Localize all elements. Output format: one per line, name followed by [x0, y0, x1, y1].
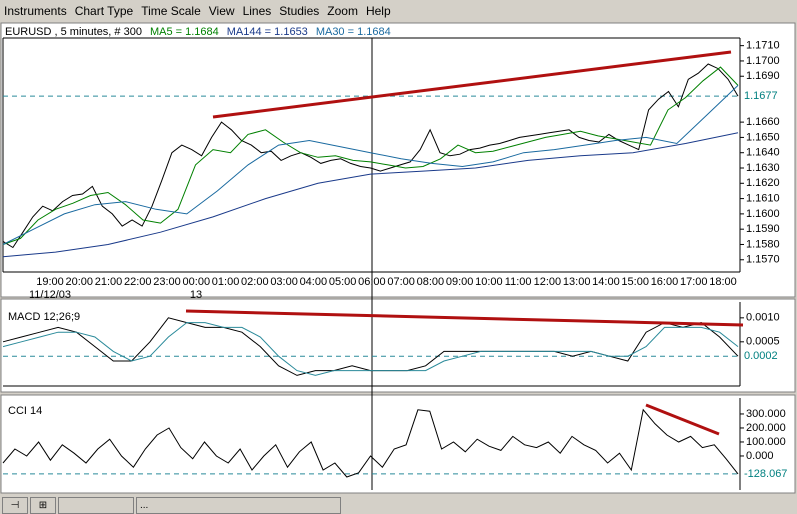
y-tick-label: 300.000	[746, 408, 786, 420]
y-tick-label: 1.1700	[746, 55, 780, 67]
menu-item[interactable]: View	[208, 4, 235, 18]
y-tick-label: 1.1650	[746, 131, 780, 143]
x-tick-label: 19:00	[36, 276, 64, 288]
y-tick-label: 1.1590	[746, 223, 780, 235]
menu-item[interactable]: Chart Type	[74, 4, 134, 18]
y-tick-label: 1.1630	[746, 162, 780, 174]
last-value-label: 0.0002	[744, 350, 778, 362]
macd-pane	[0, 298, 796, 393]
x-tick-label: 17:00	[680, 276, 708, 288]
status-field: ...	[136, 497, 341, 514]
x-tick-label: 21:00	[95, 276, 123, 288]
last-value-label: 1.1677	[744, 90, 778, 102]
x-tick-label: 04:00	[300, 276, 328, 288]
chart: 1.1570 1.1580 1.1590 1.1600 1.1610 1.1620 1.16…	[0, 22, 796, 494]
series-line	[2, 66, 739, 245]
x-tick-label: 18:00	[709, 276, 737, 288]
x-tick-label: 11:00	[505, 276, 532, 288]
button[interactable]: ⊣	[2, 497, 28, 514]
menu-bar: Instruments Chart Type Time Scale View Lines…	[0, 0, 797, 22]
menu-item[interactable]: Help	[365, 4, 391, 18]
date-label: 13	[190, 289, 202, 301]
menu-item[interactable]: Lines	[242, 4, 272, 18]
x-tick-label: 03:00	[270, 276, 298, 288]
button[interactable]: ⊞	[30, 497, 56, 514]
x-tick-label: 02:00	[241, 276, 269, 288]
x-tick-label: 16:00	[651, 276, 679, 288]
price-pane	[0, 22, 796, 298]
chart-title: MACD 12;26;9	[8, 311, 80, 323]
trend-line	[212, 50, 732, 119]
y-tick-label: 0.0010	[746, 312, 780, 324]
x-tick-label: 14:00	[592, 276, 620, 288]
x-tick-label: 05:00	[329, 276, 357, 288]
x-tick-label: 15:00	[621, 276, 649, 288]
menu-item[interactable]: Time Scale	[141, 4, 201, 18]
date-label: 11/12/03	[29, 289, 71, 301]
x-tick-label: 07:00	[387, 276, 415, 288]
menu-item[interactable]: Studies	[279, 4, 320, 18]
trend-line	[645, 403, 720, 436]
plots: 1.1570 1.1580 1.1590 1.1600 1.1610 1.1620 1.16…	[2, 26, 787, 480]
y-tick-label: 1.1690	[746, 70, 780, 82]
x-tick-label: 20:00	[65, 276, 93, 288]
x-tick-label: 22:00	[124, 276, 152, 288]
menu-item[interactable]: Instruments	[4, 4, 67, 18]
menu-item[interactable]: Zoom	[327, 4, 358, 18]
y-tick-label: 1.1600	[746, 208, 780, 220]
y-tick-label: 1.1640	[746, 147, 780, 159]
legend-entry: MA30 = 1.1684	[316, 26, 391, 38]
y-tick-label: 1.1620	[746, 177, 780, 189]
y-tick-label: 1.1660	[746, 116, 780, 128]
x-tick-label: 12:00	[534, 276, 562, 288]
x-tick-label: 01:00	[212, 276, 240, 288]
x-tick-label: 06:00	[358, 276, 386, 288]
status-bar: ⊣ ⊞ ...	[0, 495, 797, 514]
cci-pane	[0, 394, 796, 494]
series-line	[2, 85, 739, 245]
x-tick-label: 13:00	[563, 276, 591, 288]
y-tick-label: 1.1610	[746, 192, 780, 204]
legend-entry: MA5 = 1.1684	[150, 26, 219, 38]
x-tick-label: 08:00	[417, 276, 445, 288]
x-tick-label: 23:00	[153, 276, 181, 288]
x-tick-label: 10:00	[475, 276, 503, 288]
y-tick-label: 1.1710	[746, 40, 780, 52]
y-tick-label: 200.000	[746, 422, 786, 434]
series-line	[2, 408, 739, 478]
chart-title: EURUSD , 5 minutes, # 300	[5, 26, 142, 38]
x-tick-label: 09:00	[446, 276, 474, 288]
y-tick-label: 100.000	[746, 436, 786, 448]
last-value-label: -128.067	[744, 468, 787, 480]
y-tick-label: 0.000	[746, 450, 774, 462]
button[interactable]	[58, 497, 134, 514]
legend-entry: MA144 = 1.1653	[227, 26, 308, 38]
trend-line	[185, 309, 744, 327]
series-line	[2, 132, 739, 258]
series-line	[2, 322, 739, 376]
chart-title: CCI 14	[8, 405, 42, 417]
y-tick-label: 0.0005	[746, 336, 780, 348]
y-tick-label: 1.1570	[746, 254, 780, 266]
x-tick-label: 00:00	[183, 276, 211, 288]
y-tick-label: 1.1580	[746, 238, 780, 250]
